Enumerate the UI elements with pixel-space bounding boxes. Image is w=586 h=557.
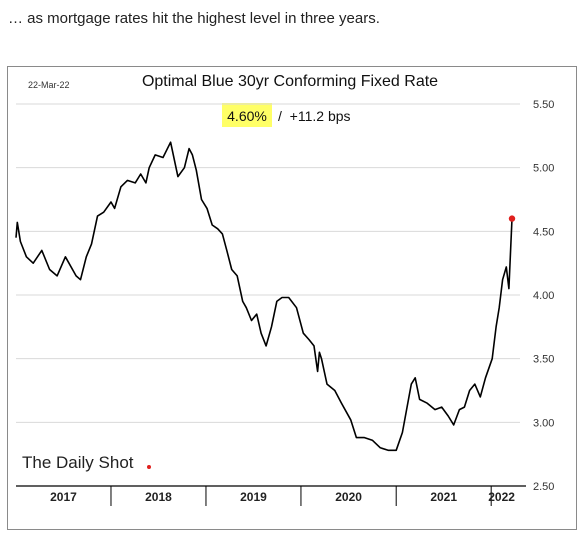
daily-shot-logo: The Daily Shot [22,453,134,472]
x-tick-label: 2020 [335,490,362,504]
grid-lines [16,103,520,423]
x-tick-label: 2022 [488,490,515,504]
y-axis-ticks: 5.50 5.00 4.50 4.00 3.50 3.00 2.50 [533,99,554,493]
chart-date-label: 22-Mar-22 [28,80,70,90]
y-tick-label: 4.50 [533,226,554,238]
x-tick-label: 2017 [50,490,77,504]
y-tick-label: 3.50 [533,354,554,366]
y-tick-label: 2.50 [533,481,554,493]
latest-value-label: 4.60% [227,108,267,124]
y-tick-label: 4.00 [533,290,554,302]
latest-point-marker [508,215,516,222]
series-line [15,141,513,452]
x-tick-label: 2019 [240,490,267,504]
latest-value-highlight [222,103,272,127]
logo-dot [147,465,151,469]
y-tick-label: 5.00 [533,163,554,175]
x-axis: 2017 2018 2019 2020 2021 2022 [50,486,515,506]
chart-title: Optimal Blue 30yr Conforming Fixed Rate [142,73,438,90]
caption: … as mortgage rates hit the highest leve… [8,10,380,27]
y-tick-label: 5.50 [533,99,554,111]
x-tick-label: 2018 [145,490,172,504]
y-tick-label: 3.00 [533,417,554,429]
x-tick-label: 2021 [430,490,457,504]
chart-frame [7,66,577,530]
change-label: / +11.2 bps [278,108,351,124]
